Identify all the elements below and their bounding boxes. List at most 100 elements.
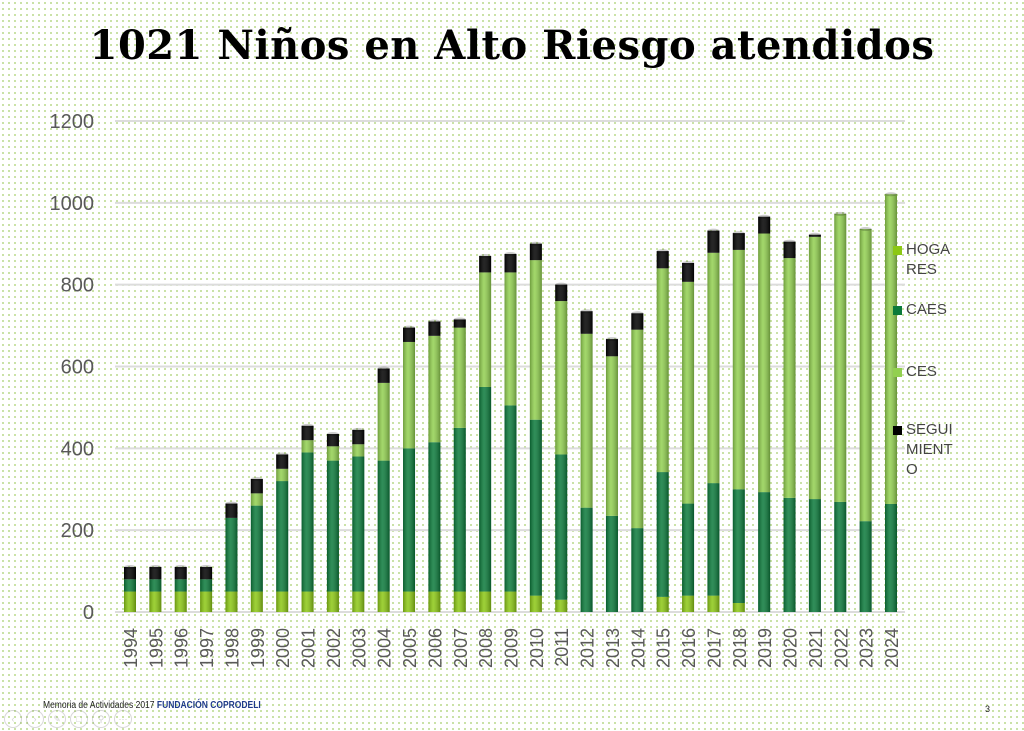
bar-shading (377, 460, 390, 592)
x-tick-label: 1999 (248, 628, 268, 668)
bar-cap (682, 260, 695, 265)
bar-shading (225, 591, 238, 612)
bar-cap (352, 427, 365, 432)
bar-cap (555, 282, 568, 287)
bar-shading (479, 591, 492, 612)
bar-shading (479, 272, 492, 387)
x-tick-label: 2015 (654, 628, 674, 668)
bar-shading (732, 489, 745, 603)
bar-shading (555, 599, 568, 612)
bar-shading (707, 595, 720, 612)
bar-cap (479, 254, 492, 259)
bar-shading (758, 216, 771, 234)
y-tick-label: 1000 (50, 193, 95, 215)
previous-slide-icon[interactable]: ‹ (4, 710, 22, 728)
legend-swatch (893, 368, 902, 377)
bar-shading (783, 241, 796, 259)
bar-shading (783, 497, 796, 612)
bar-shading (377, 368, 390, 383)
bar-shading (504, 591, 517, 612)
y-tick-label: 600 (61, 357, 94, 379)
bar-shading (859, 229, 872, 522)
footer-text: Memoria de Actividades 2017 (43, 700, 155, 711)
x-tick-label: 2024 (882, 628, 902, 668)
legend-swatch (893, 306, 902, 315)
x-tick-label: 2021 (806, 628, 826, 668)
page-number: 3 (985, 704, 991, 714)
more-icon[interactable]: ⋯ (114, 710, 132, 728)
x-tick-label: 2014 (628, 628, 648, 668)
bar-shading (174, 579, 187, 592)
bar-shading (149, 566, 162, 580)
bar-shading (656, 472, 669, 597)
bar-shading (580, 507, 593, 612)
x-tick-label: 2011 (552, 628, 572, 667)
bar-shading (529, 243, 542, 261)
bar-shading (174, 566, 187, 580)
bar-shading (453, 427, 466, 592)
next-slide-icon[interactable]: › (26, 710, 44, 728)
pen-icon[interactable]: ✎ (48, 710, 66, 728)
bar-shading (758, 233, 771, 493)
bar-shading (377, 591, 390, 612)
bar-shading (453, 327, 466, 428)
legend-item-seguimiento: SEGUIMIENTO (893, 420, 963, 480)
x-tick-label: 1997 (197, 628, 217, 668)
slide-controls[interactable]: ‹ › ✎ □ ⚲ ⋯ (4, 710, 132, 728)
x-tick-label: 2012 (578, 628, 598, 668)
zoom-icon[interactable]: ⚲ (92, 710, 110, 728)
bar-shading (149, 591, 162, 612)
bar-shading (352, 444, 365, 457)
y-tick-label: 400 (61, 438, 94, 460)
legend-label: SEGUIMIENTO (906, 421, 953, 478)
bar-shading (682, 595, 695, 612)
bar-shading (504, 405, 517, 592)
bar-cap (276, 452, 289, 457)
x-tick-label: 2003 (349, 628, 369, 668)
bar-shading (834, 501, 847, 612)
slides-icon[interactable]: □ (70, 710, 88, 728)
x-tick-label: 2008 (476, 628, 496, 668)
bar-shading (479, 256, 492, 273)
bar-shading (605, 339, 618, 357)
bar-shading (225, 517, 238, 592)
bar-shading (783, 258, 796, 498)
bar-shading (859, 521, 872, 612)
bar-shading (276, 468, 289, 482)
x-tick-label: 2006 (425, 628, 445, 668)
bar-cap (428, 319, 441, 324)
bar-shading (428, 321, 441, 336)
bar-shading (276, 481, 289, 592)
x-tick-label: 1995 (146, 628, 166, 668)
legend-item-ces: CES (893, 362, 963, 382)
bar-shading (377, 382, 390, 461)
bar-shading (403, 591, 416, 612)
bar-shading (504, 272, 517, 406)
bar-cap (124, 564, 136, 569)
bar-shading (301, 440, 314, 453)
bar-shading (124, 591, 136, 612)
bar-cap (403, 325, 416, 330)
bar-shading (301, 425, 314, 441)
bar-shading (200, 566, 213, 580)
legend-label: CAES (906, 301, 947, 318)
bar-shading (631, 528, 644, 612)
bar-shading (124, 579, 136, 592)
bar-shading (732, 249, 745, 490)
bar-cap (174, 564, 187, 569)
bar-shading (326, 591, 339, 612)
legend-item-caes: CAES (893, 300, 963, 320)
bar-cap (783, 239, 796, 244)
y-tick-label: 0 (83, 602, 94, 624)
bar-shading (656, 268, 669, 473)
bar-shading (326, 446, 339, 461)
bar-shading (808, 234, 821, 237)
bar-cap (605, 337, 618, 342)
bar-shading (326, 434, 339, 447)
bar-cap (301, 423, 314, 428)
bar-shading (250, 479, 263, 494)
bar-shading (250, 493, 263, 506)
bar-cap (529, 241, 542, 246)
bar-shading (428, 591, 441, 612)
bar-shading (124, 566, 136, 580)
